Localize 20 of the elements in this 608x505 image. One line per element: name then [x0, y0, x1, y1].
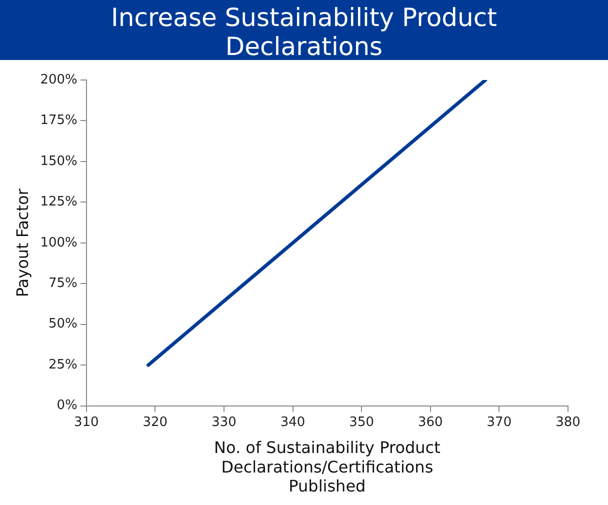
- y-tick-label: 125%: [40, 194, 78, 210]
- y-tick-label: 175%: [40, 113, 78, 128]
- x-tick-label: 370: [486, 414, 512, 430]
- chart-title: Increase Sustainability Product Declarations: [0, 0, 608, 61]
- y-tick-label: 150%: [40, 154, 78, 169]
- x-tick-label: 330: [212, 414, 236, 430]
- y-tick-label: 25%: [48, 357, 78, 372]
- y-axis-title: Payout Factor: [12, 188, 32, 298]
- x-tick-label: 360: [418, 414, 443, 430]
- x-axis-title: No. of Sustainability Product Declarations/Certifications Published: [214, 438, 440, 496]
- x-tick-label: 310: [74, 414, 99, 430]
- x-tick-label: 320: [142, 414, 168, 430]
- y-tick-label: 75%: [48, 276, 78, 291]
- y-tick-label: 200%: [40, 72, 78, 88]
- x-tick-label: 380: [556, 414, 580, 430]
- x-tick-label: 350: [349, 414, 374, 430]
- y-tick-label: 100%: [40, 235, 78, 250]
- y-tick-label: 50%: [48, 316, 78, 332]
- x-tick-label: 340: [280, 414, 306, 430]
- y-tick-label: 0%: [56, 398, 78, 414]
